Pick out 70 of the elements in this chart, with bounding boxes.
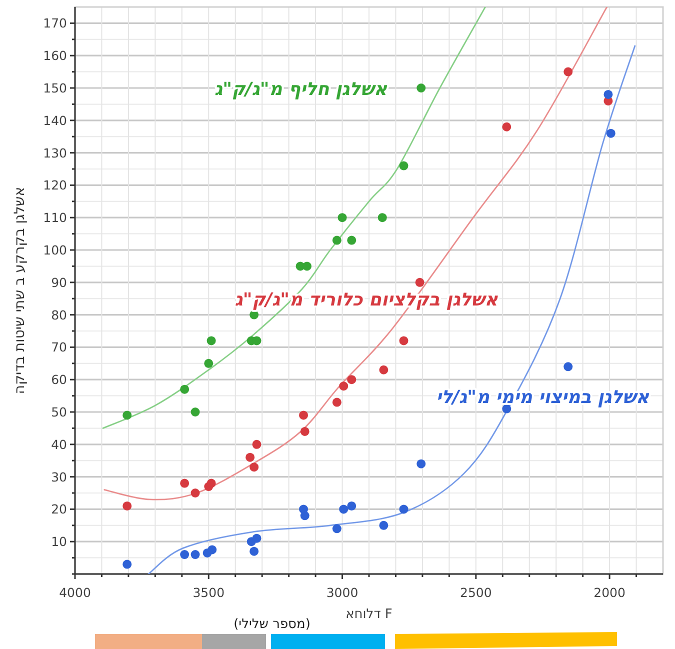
x-tick-label: 2500 bbox=[460, 585, 492, 600]
point bbox=[415, 278, 424, 287]
point bbox=[332, 524, 342, 534]
y-tick-label: 10 bbox=[51, 534, 68, 550]
point bbox=[379, 365, 388, 374]
y-tick-label: 160 bbox=[43, 48, 68, 64]
point bbox=[347, 375, 356, 384]
point bbox=[190, 408, 200, 416]
x-tick-label: 2000 bbox=[594, 585, 626, 600]
y-tick-label: 90 bbox=[51, 274, 68, 290]
point bbox=[252, 534, 262, 543]
point bbox=[250, 546, 259, 556]
point bbox=[379, 520, 388, 530]
point bbox=[564, 67, 573, 76]
x-axis-title: דלוחא F bbox=[346, 607, 392, 622]
y-tick-label: 20 bbox=[51, 502, 68, 517]
y-tick-label: 60 bbox=[51, 372, 68, 388]
x-tick-label: 3000 bbox=[326, 585, 358, 600]
point bbox=[339, 504, 348, 514]
point bbox=[378, 213, 387, 222]
point bbox=[399, 161, 408, 170]
x-tick-label: 3500 bbox=[192, 585, 225, 600]
point bbox=[416, 459, 426, 468]
point bbox=[338, 213, 347, 222]
y-tick-label: 170 bbox=[43, 16, 68, 31]
y-tick-label: 80 bbox=[51, 307, 68, 322]
point bbox=[347, 236, 356, 245]
point bbox=[180, 478, 190, 488]
y-tick-label: 130 bbox=[43, 145, 68, 160]
point bbox=[416, 84, 426, 92]
point bbox=[206, 336, 216, 346]
point bbox=[252, 440, 262, 449]
point bbox=[399, 336, 408, 346]
point bbox=[206, 478, 216, 488]
point bbox=[180, 384, 190, 394]
point bbox=[564, 362, 573, 372]
point bbox=[204, 358, 214, 368]
point bbox=[246, 452, 255, 462]
point bbox=[250, 462, 259, 472]
point bbox=[300, 426, 310, 436]
point bbox=[190, 488, 200, 498]
y-tick-label: 140 bbox=[43, 112, 68, 128]
series-label: אשלגן חליף מ"ג/ק"ג bbox=[214, 79, 388, 100]
point bbox=[299, 410, 308, 420]
point bbox=[122, 410, 132, 420]
point bbox=[208, 545, 217, 554]
point bbox=[604, 90, 613, 99]
y-tick-label: 50 bbox=[51, 404, 68, 420]
y-tick-label: 120 bbox=[43, 178, 68, 193]
point bbox=[122, 560, 132, 569]
point bbox=[332, 398, 342, 407]
text: (מספר שלילי) bbox=[234, 617, 310, 632]
y-tick-label: 150 bbox=[43, 80, 68, 96]
point bbox=[606, 128, 616, 138]
y-tick-label: 30 bbox=[51, 469, 68, 484]
y-tick-label: 100 bbox=[43, 242, 68, 258]
y-tick-label: 40 bbox=[51, 436, 68, 452]
x-tick-label: 4000 bbox=[59, 585, 91, 600]
point bbox=[180, 550, 190, 560]
y-axis-title: אשלגן בקרקע ב שתי שיטות בדיקה bbox=[12, 186, 28, 394]
y-tick-label: 70 bbox=[51, 340, 68, 355]
point bbox=[339, 382, 348, 391]
point bbox=[332, 236, 342, 245]
point bbox=[190, 550, 200, 560]
point bbox=[399, 504, 408, 514]
y-tick-label: 110 bbox=[43, 210, 68, 226]
point bbox=[502, 122, 512, 132]
point bbox=[347, 501, 356, 510]
point bbox=[300, 511, 310, 520]
point bbox=[122, 501, 132, 510]
